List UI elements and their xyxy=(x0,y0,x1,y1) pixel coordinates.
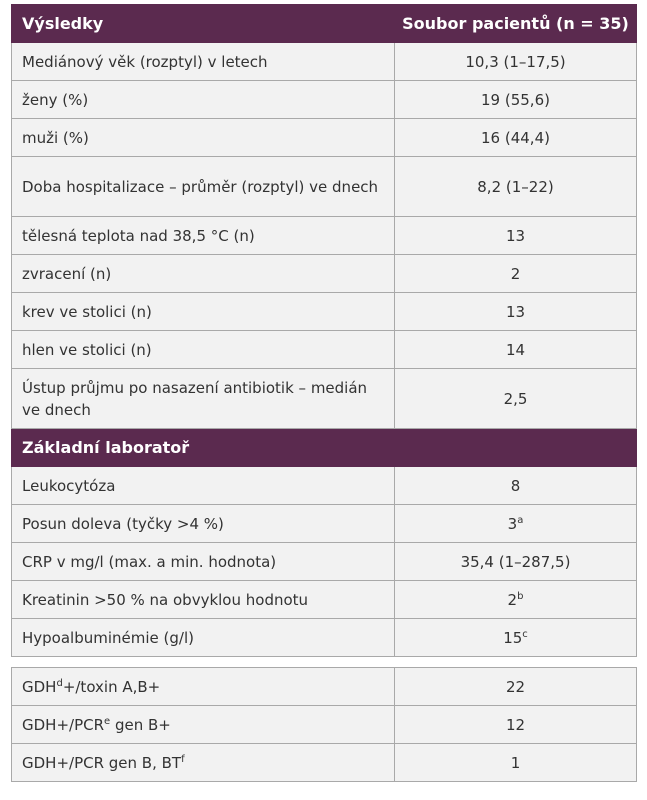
table-row: GDH+/PCR gen B, BTf 1 xyxy=(11,743,637,782)
row-value: 35,4 (1–287,5) xyxy=(394,542,637,581)
section-header-row: Základní laboratoř xyxy=(11,428,637,467)
tests-table: GDHd+/toxin A,B+ 22 GDH+/PCRe gen B+ 12 … xyxy=(11,667,637,782)
table-row: Mediánový věk (rozptyl) v letech 10,3 (1… xyxy=(11,42,637,81)
table-row: zvracení (n) 2 xyxy=(11,254,637,293)
header-results: Výsledky xyxy=(11,4,395,43)
table-row: Leukocytóza 8 xyxy=(11,466,637,505)
value-text: 8 xyxy=(510,476,521,495)
table-row: GDHd+/toxin A,B+ 22 xyxy=(11,667,637,706)
label-text: GDH xyxy=(22,677,57,696)
section-title-lab: Základní laboratoř xyxy=(11,428,637,467)
footnote-marker: d xyxy=(56,677,63,689)
row-value: 2,5 xyxy=(394,368,637,429)
row-label: Doba hospitalizace – průměr (rozptyl) ve… xyxy=(11,156,395,217)
row-value: 12 xyxy=(394,705,637,744)
table-row: Kreatinin >50 % na obvyklou hodnotu 2b xyxy=(11,580,637,619)
label-text: gen B+ xyxy=(110,715,171,734)
footnote-marker: b xyxy=(517,590,524,602)
table-row: krev ve stolici (n) 13 xyxy=(11,292,637,331)
value-text: 15 xyxy=(503,628,523,647)
row-label: zvracení (n) xyxy=(11,254,395,293)
row-value: 19 (55,6) xyxy=(394,80,637,119)
label-text: +/toxin A,B+ xyxy=(62,677,161,696)
row-label: Kreatinin >50 % na obvyklou hodnotu xyxy=(11,580,395,619)
footnote-marker: a xyxy=(517,514,524,526)
row-value: 22 xyxy=(394,667,637,706)
row-value: 13 xyxy=(394,216,637,255)
table-row: hlen ve stolici (n) 14 xyxy=(11,330,637,369)
value-text: 2 xyxy=(507,590,518,609)
label-text: GDH+/PCR xyxy=(22,715,105,734)
table-gap xyxy=(11,657,637,667)
footnote-marker: f xyxy=(181,753,185,765)
footnote-marker: e xyxy=(104,715,111,727)
row-value: 10,3 (1–17,5) xyxy=(394,42,637,81)
row-label: Posun doleva (tyčky >4 %) xyxy=(11,504,395,543)
label-text: GDH+/PCR gen B, BT xyxy=(22,753,182,772)
row-value: 2b xyxy=(394,580,637,619)
row-label: Leukocytóza xyxy=(11,466,395,505)
row-label: Ústup průjmu po nasazení antibiotik – me… xyxy=(11,368,395,429)
results-table-wrapper: Výsledky Soubor pacientů (n = 35) Medián… xyxy=(11,4,637,782)
table-row: ženy (%) 19 (55,6) xyxy=(11,80,637,119)
row-value: 8 xyxy=(394,466,637,505)
results-table: Výsledky Soubor pacientů (n = 35) Medián… xyxy=(11,4,637,657)
header-patient-cohort: Soubor pacientů (n = 35) xyxy=(394,4,637,43)
row-label: GDH+/PCRe gen B+ xyxy=(11,705,395,744)
row-label: Mediánový věk (rozptyl) v letech xyxy=(11,42,395,81)
table-row: Hypoalbuminémie (g/l) 15c xyxy=(11,618,637,657)
table-row: muži (%) 16 (44,4) xyxy=(11,118,637,157)
table-row: GDH+/PCRe gen B+ 12 xyxy=(11,705,637,744)
row-label: tělesná teplota nad 38,5 °C (n) xyxy=(11,216,395,255)
row-label: GDH+/PCR gen B, BTf xyxy=(11,743,395,782)
row-label: ženy (%) xyxy=(11,80,395,119)
table-header-row: Výsledky Soubor pacientů (n = 35) xyxy=(11,4,637,43)
table-row: tělesná teplota nad 38,5 °C (n) 13 xyxy=(11,216,637,255)
table-row: Posun doleva (tyčky >4 %) 3a xyxy=(11,504,637,543)
row-label: GDHd+/toxin A,B+ xyxy=(11,667,395,706)
row-value: 16 (44,4) xyxy=(394,118,637,157)
row-label: hlen ve stolici (n) xyxy=(11,330,395,369)
row-value: 2 xyxy=(394,254,637,293)
footnote-marker: c xyxy=(522,628,528,640)
row-value: 8,2 (1–22) xyxy=(394,156,637,217)
row-label: muži (%) xyxy=(11,118,395,157)
value-text: 35,4 (1–287,5) xyxy=(460,552,571,571)
row-value: 13 xyxy=(394,292,637,331)
table-row: Ústup průjmu po nasazení antibiotik – me… xyxy=(11,368,637,429)
row-label: CRP v mg/l (max. a min. hodnota) xyxy=(11,542,395,581)
table-row: CRP v mg/l (max. a min. hodnota) 35,4 (1… xyxy=(11,542,637,581)
row-value: 3a xyxy=(394,504,637,543)
row-value: 1 xyxy=(394,743,637,782)
row-label: Hypoalbuminémie (g/l) xyxy=(11,618,395,657)
row-value: 14 xyxy=(394,330,637,369)
table-row: Doba hospitalizace – průměr (rozptyl) ve… xyxy=(11,156,637,217)
value-text: 3 xyxy=(507,514,518,533)
row-value: 15c xyxy=(394,618,637,657)
row-label: krev ve stolici (n) xyxy=(11,292,395,331)
